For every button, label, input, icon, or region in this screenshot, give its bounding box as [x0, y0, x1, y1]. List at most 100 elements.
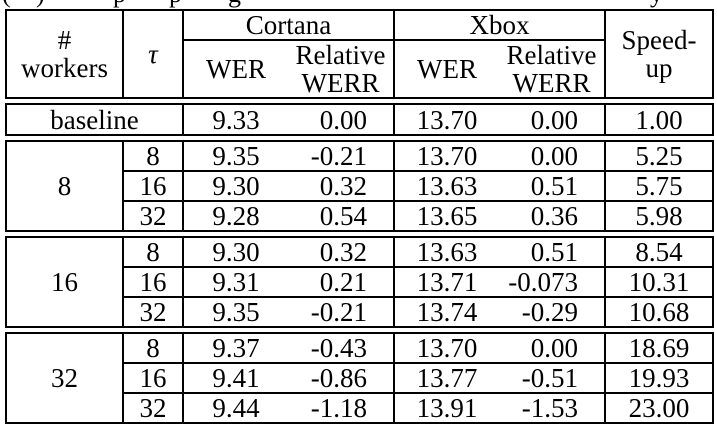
caption-glyph: ): [36, 0, 45, 7]
cell-speedup: 8.54: [605, 237, 715, 267]
cell-cortana-werr: 0.00: [288, 104, 396, 135]
caption-glyph: (: [2, 0, 11, 7]
col-header-xbox-werr-line1: Relative: [506, 40, 597, 70]
cell-cortana-werr: 0.21: [288, 266, 396, 297]
caption-glyph: y: [650, 0, 663, 7]
table-row: 8 8 9.35 -0.21 13.70 0.00 5.25: [5, 141, 715, 231]
col-header-speedup-line1: Speed-: [621, 25, 697, 55]
col-header-cortana-werr-line2: WERR: [301, 68, 380, 98]
cell-cortana-wer: 9.37: [212, 333, 260, 363]
table-row: 32 9.28 0.54 13.65 0.36 5.98: [6, 200, 715, 231]
cell-tau: 8: [123, 141, 184, 171]
cell-tau: 32: [123, 200, 184, 231]
cell-speedup: 10.31: [605, 266, 715, 297]
col-header-cortana-werr-line1: Relative: [295, 40, 386, 70]
table-row: 16 8 9.30 0.32 13.63 0.51 8.54: [5, 237, 715, 327]
cell-xbox-wer: 13.63: [416, 237, 478, 267]
cell-tau: 16: [123, 362, 184, 393]
double-rule-separator: [6, 230, 714, 238]
cell-cortana-wer: 9.28: [183, 200, 288, 231]
cell-tau: 32: [123, 296, 184, 327]
cell-xbox-wer: 13.70: [416, 141, 478, 171]
caption-fragment: ( ) p p g y: [0, 0, 717, 9]
table-row: 16 9.41 -0.86 13.77 -0.51 19.93: [6, 362, 715, 393]
cell-xbox-wer: 13.74: [394, 296, 500, 327]
double-rule-separator: [6, 97, 714, 105]
cell-xbox-wer: 13.63: [394, 170, 500, 201]
cell-xbox-wer: 13.70: [416, 333, 478, 363]
col-header-speedup: Speed- up: [605, 9, 715, 98]
cell-cortana-werr: -0.21: [288, 296, 396, 327]
cell-speedup: 18.69: [605, 333, 715, 363]
baseline-label: baseline: [5, 104, 184, 135]
cell-cortana-werr: -0.43: [288, 333, 396, 363]
table-row: 32 9.35 -0.21 13.74 -0.29 10.68: [6, 296, 715, 327]
baseline-row: baseline 9.33 0.00 13.70 0.00 1.00: [5, 104, 715, 135]
cell-speedup: 5.75: [605, 170, 715, 201]
col-header-workers: # workers: [5, 9, 124, 98]
table-row: 32 9.44 -1.18 13.91 -1.53 23.00: [6, 392, 715, 424]
cell-xbox-werr: 0.51: [499, 237, 607, 267]
table-row: 32 8 9.37 -0.43 13.70 0.00 18.69: [5, 333, 715, 424]
cell-speedup: 10.68: [605, 296, 715, 327]
results-table: # workers τ Cortana Xbox Speed- up WER R…: [5, 9, 715, 424]
cell-xbox-werr: 0.51: [499, 170, 607, 201]
group-header-cortana: Cortana: [183, 9, 396, 41]
cell-cortana-werr: 0.32: [288, 237, 396, 267]
cell-cortana-wer: 9.30: [212, 237, 260, 267]
workers-group-label: 8: [5, 141, 124, 231]
cell-cortana-wer: 9.30: [183, 170, 288, 201]
caption-glyph: g: [228, 0, 241, 7]
cell-cortana-wer: 9.35: [183, 296, 288, 327]
double-rule-separator: [6, 326, 714, 334]
col-header-xbox-wer: WER: [417, 54, 478, 84]
cell-xbox-wer: 13.77: [394, 362, 500, 393]
cell-cortana-werr: 0.54: [288, 200, 396, 231]
cell-xbox-werr: 0.00: [499, 333, 607, 363]
cell-cortana-werr: -1.18: [288, 392, 396, 424]
col-header-speedup-line2: up: [645, 53, 673, 83]
cell-xbox-wer: 13.70: [416, 104, 478, 135]
cell-cortana-werr: 0.32: [288, 170, 396, 201]
col-header-workers-line2: workers: [21, 53, 108, 83]
cell-cortana-werr: -0.21: [288, 141, 396, 171]
cell-cortana-wer: 9.41: [183, 362, 288, 393]
col-header-tau: τ: [123, 9, 184, 98]
workers-group-label: 32: [5, 333, 124, 424]
cell-cortana-wer: 9.44: [183, 392, 288, 424]
cell-speedup: 1.00: [605, 104, 715, 135]
cell-xbox-wer: 13.65: [394, 200, 500, 231]
cell-xbox-werr: 0.00: [499, 104, 607, 135]
cell-tau: 8: [123, 237, 184, 267]
cell-speedup: 5.25: [605, 141, 715, 171]
col-header-cortana-werr: Relative WERR: [288, 40, 396, 98]
table-row: 16 9.30 0.32 13.63 0.51 5.75: [6, 170, 715, 201]
col-header-workers-line1: #: [57, 25, 72, 55]
col-header-cortana-wer: WER: [206, 54, 266, 84]
cell-xbox-werr: -1.53: [499, 392, 607, 424]
cell-speedup: 5.98: [605, 200, 715, 231]
group-header-xbox: Xbox: [394, 9, 607, 41]
cell-tau: 16: [123, 266, 184, 297]
cell-tau: 16: [123, 170, 184, 201]
cell-cortana-werr: -0.86: [288, 362, 396, 393]
cell-xbox-werr: -0.073: [499, 266, 607, 297]
workers-group-label: 16: [5, 237, 124, 327]
cell-tau: 32: [123, 392, 184, 424]
cell-xbox-werr: 0.00: [499, 141, 607, 171]
cell-cortana-wer: 9.31: [183, 266, 288, 297]
cell-xbox-werr: -0.29: [499, 296, 607, 327]
caption-glyph: p: [113, 0, 126, 7]
cell-xbox-werr: 0.36: [499, 200, 607, 231]
table-row: 16 9.31 0.21 13.71 -0.073 10.31: [6, 266, 715, 297]
cell-speedup: 19.93: [605, 362, 715, 393]
col-header-xbox-werr: Relative WERR: [499, 40, 607, 98]
cell-xbox-wer: 13.71: [394, 266, 500, 297]
cell-xbox-wer: 13.91: [394, 392, 500, 424]
cell-xbox-werr: -0.51: [499, 362, 607, 393]
cell-cortana-wer: 9.35: [212, 141, 260, 171]
cell-cortana-wer: 9.33: [212, 104, 260, 135]
cell-tau: 8: [123, 333, 184, 363]
cell-speedup: 23.00: [605, 392, 715, 424]
